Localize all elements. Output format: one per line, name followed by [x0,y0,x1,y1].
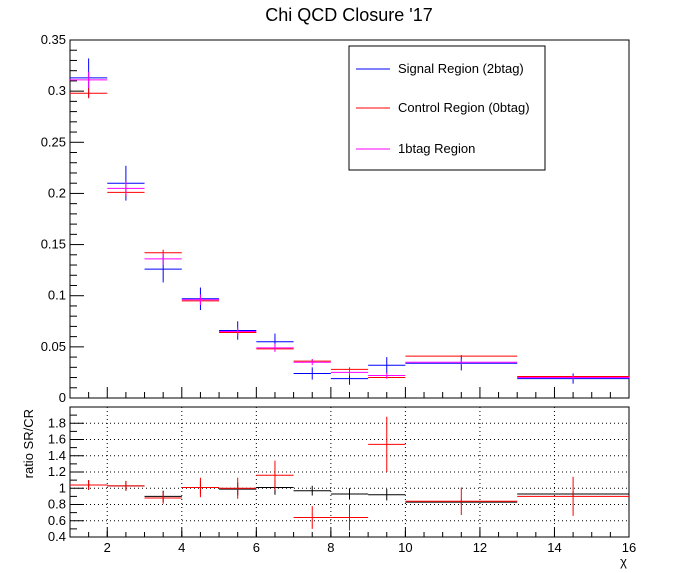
ratio-series-group [70,416,629,531]
ratio-y-tick-label: 1 [59,480,66,495]
chart-title: Chi QCD Closure '17 [265,5,433,25]
ratio-y-axis: 0.40.60.8 11.21.41.6 1.8 [48,414,84,544]
ratio-x-axis: 2 4 6 8 10 12 14 16 [88,528,636,555]
ratio-y-axis-label: ratio SR/CR [21,409,36,478]
ratio-grid [70,407,629,537]
legend-label-signal: Signal Region (2btag) [398,61,524,76]
legend-label-1btag: 1btag Region [398,141,475,156]
ratio-y-tick-label: 1.4 [48,448,66,463]
ratio-x-tick-label: 16 [622,540,636,555]
ratio-x-tick-label: 2 [104,540,111,555]
main-y-axis: 0 0.05 0.1 0.15 0.2 0.25 0.3 0.35 [41,32,84,405]
ratio-y-tick-label: 1.2 [48,464,66,479]
ratio-series-1 [70,416,629,531]
ratio-x-tick-label: 10 [398,540,412,555]
main-series-group [70,58,629,385]
x-axis-label: χ [620,554,627,569]
main-x-axis [88,387,630,398]
ratio-y-tick-label: 1.6 [48,432,66,447]
ratio-x-tick-label: 8 [327,540,334,555]
main-y-tick-label: 0.15 [41,237,66,252]
legend-label-control: Control Region (0btag) [398,100,530,115]
main-y-tick-label: 0.3 [48,83,66,98]
main-y-tick-label: 0.1 [48,288,66,303]
ratio-y-tick-label: 0.4 [48,529,66,544]
ratio-y-tick-label: 0.6 [48,513,66,528]
main-y-tick-label: 0.2 [48,185,66,200]
ratio-y-tick-label: 1.8 [48,415,66,430]
ratio-x-tick-label: 14 [547,540,561,555]
legend: Signal Region (2btag) Control Region (0b… [348,45,546,171]
main-y-tick-label: 0.05 [41,339,66,354]
main-y-tick-label: 0 [59,390,66,405]
main-plot-panel: 0 0.05 0.1 0.15 0.2 0.25 0.3 0.35 Signal Region… [41,32,630,405]
ratio-x-tick-label: 4 [178,540,185,555]
main-y-tick-label: 0.25 [41,134,66,149]
ratio-x-tick-label: 12 [473,540,487,555]
ratio-x-tick-label: 6 [253,540,260,555]
ratio-plot-panel: 0.40.60.8 11.21.41.6 1.8 2 4 6 8 10 12 14 16 rati… [21,406,636,569]
main-series-2 [70,71,629,380]
main-y-tick-label: 0.35 [41,32,66,47]
ratio-y-tick-label: 0.8 [48,497,66,512]
